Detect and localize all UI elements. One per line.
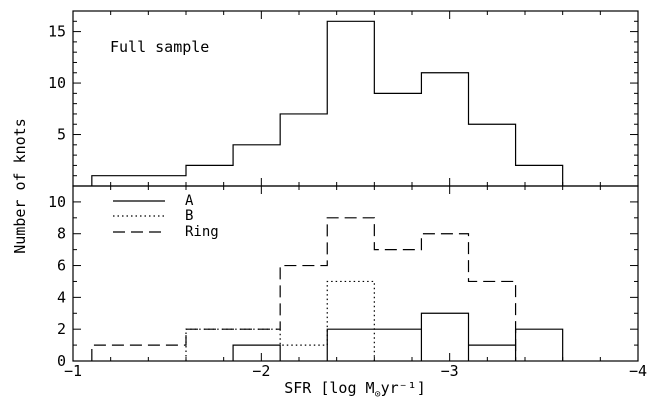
bottom-y-tick-label: 0 bbox=[57, 352, 66, 370]
legend-label-a: A bbox=[185, 193, 194, 209]
top-panel-y-tick-labels: 5 10 15 bbox=[48, 23, 66, 144]
legend: A B Ring bbox=[113, 193, 219, 240]
x-axis-label: SFR [log M⊙yr⁻¹] bbox=[284, 379, 426, 397]
bottom-panel-series bbox=[91, 217, 564, 361]
bottom-panel-y-tick-labels: 0 2 4 6 8 10 bbox=[48, 193, 66, 370]
full-sample-histogram bbox=[91, 20, 564, 186]
x-tick-label: −1 bbox=[64, 362, 82, 380]
x-axis-label-unit: yr⁻¹] bbox=[381, 379, 426, 397]
top-panel-ticks bbox=[72, 11, 639, 186]
y-axis-label: Number of knots bbox=[11, 118, 29, 253]
top-y-tick-label: 15 bbox=[48, 23, 66, 41]
series-ring-histogram bbox=[91, 217, 517, 361]
x-tick-label: −4 bbox=[629, 362, 647, 380]
top-y-tick-label: 5 bbox=[57, 126, 66, 144]
x-axis-label-sun-subscript: ⊙ bbox=[375, 389, 381, 397]
x-tick-labels: −1 −2 −3 −4 bbox=[64, 362, 647, 380]
bottom-y-tick-label: 8 bbox=[57, 225, 66, 243]
series-a-histogram bbox=[232, 312, 564, 361]
x-tick-label: −3 bbox=[441, 362, 459, 380]
top-y-tick-label: 10 bbox=[48, 74, 66, 92]
bottom-y-tick-label: 4 bbox=[57, 288, 66, 306]
full-sample-annotation: Full sample bbox=[110, 38, 209, 56]
legend-label-ring: Ring bbox=[185, 224, 219, 240]
legend-label-b: B bbox=[185, 208, 193, 224]
bottom-panel-frame bbox=[72, 185, 639, 362]
x-axis-label-main: SFR [log M bbox=[284, 379, 374, 397]
bottom-panel-ticks bbox=[72, 186, 639, 362]
bottom-y-tick-label: 6 bbox=[57, 257, 66, 275]
top-panel-series bbox=[91, 20, 564, 186]
bottom-y-tick-label: 10 bbox=[48, 193, 66, 211]
bottom-y-tick-label: 2 bbox=[57, 320, 66, 338]
x-tick-label: −2 bbox=[252, 362, 270, 380]
